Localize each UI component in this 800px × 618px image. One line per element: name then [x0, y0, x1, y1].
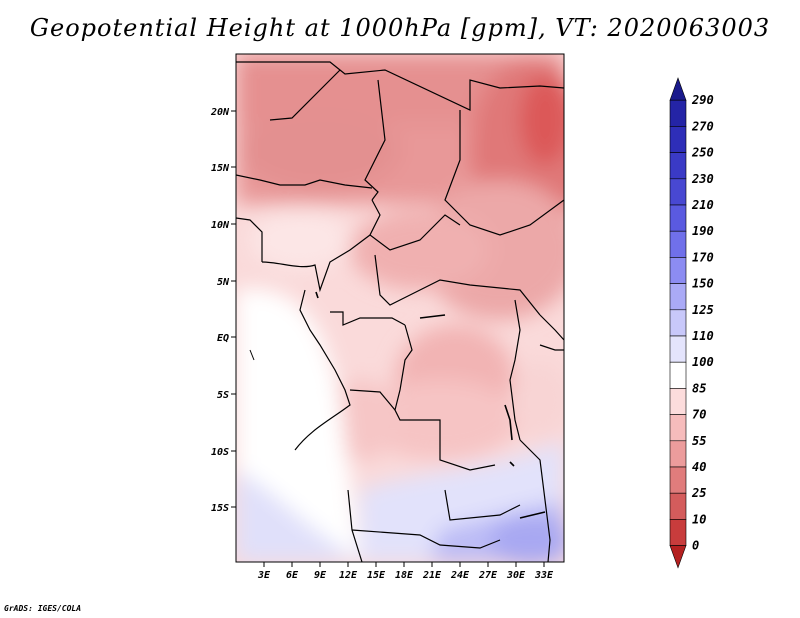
colorbar-box: [669, 204, 687, 232]
lon-label: 6E: [286, 570, 299, 581]
lat-label: 5N: [217, 277, 230, 288]
lat-label: 15S: [211, 503, 229, 514]
lon-label: 30E: [506, 570, 526, 581]
colorbar-top-arrow: [669, 77, 687, 101]
colorbar-box: [669, 152, 687, 180]
lat-label: 5S: [217, 390, 229, 401]
colorbar-label: 10: [692, 512, 706, 526]
lat-label: EQ: [217, 333, 229, 344]
colorbar-box: [669, 466, 687, 494]
colorbar-label: 250: [691, 146, 714, 160]
lon-label: 18E: [395, 570, 414, 581]
colorbar-box: [669, 519, 687, 546]
lon-label: 3E: [257, 570, 271, 581]
lon-axis: 3E 6E 9E 12E 15E 18E 21E 24E 27E 30E 33E: [257, 562, 554, 581]
colorbar-label: 150: [692, 277, 714, 291]
colorbar-label: 100: [692, 355, 714, 369]
colorbar-label: 190: [692, 224, 714, 238]
colorbar-bottom-arrow: [669, 545, 687, 569]
country-borders: [236, 61, 564, 562]
shaded-field: [236, 54, 564, 562]
colorbar-label: 55: [692, 434, 706, 448]
colorbar-box: [669, 335, 687, 363]
colorbar-label: 40: [692, 460, 706, 474]
colorbar-label: 270: [691, 119, 714, 133]
colorbar-label: 0: [692, 539, 699, 553]
colorbar-box: [669, 178, 687, 206]
lon-label: 9E: [314, 570, 327, 581]
colorbar-label: 210: [691, 198, 714, 212]
lat-axis: 20N 15N 10N 5N EQ 5S 10S 15S: [210, 107, 236, 514]
colorbar-box: [669, 492, 687, 520]
colorbar-label: 290: [691, 93, 714, 107]
lon-label: 33E: [534, 570, 554, 581]
colorbar-label: 110: [692, 329, 714, 343]
lat-label: 20N: [210, 107, 230, 118]
colorbar-label: 70: [692, 408, 706, 422]
lon-label: 24E: [450, 570, 470, 581]
lon-label: 12E: [339, 570, 358, 581]
colorbar-box: [669, 440, 687, 468]
map-frame: [235, 53, 565, 563]
lat-label: 10S: [211, 447, 229, 458]
colorbar-box: [669, 283, 687, 311]
colorbar-box: [669, 361, 687, 389]
lon-label: 27E: [478, 570, 498, 581]
colorbar-label: 230: [691, 172, 714, 186]
lat-label: 15N: [211, 163, 230, 174]
lat-label: 10N: [211, 220, 230, 231]
colorbar-box: [669, 414, 687, 442]
colorbar-box: [669, 99, 687, 127]
colorbar-box: [669, 230, 687, 258]
colorbar-label: 125: [692, 303, 714, 317]
lon-label: 21E: [422, 570, 442, 581]
colorbar-box: [669, 257, 687, 284]
colorbar-box: [669, 126, 687, 153]
colorbar-box: [669, 309, 687, 337]
colorbar-label: 85: [692, 381, 706, 395]
chart-title: Geopotential Height at 1000hPa [gpm], VT…: [29, 14, 771, 42]
lon-label: 15E: [367, 570, 386, 581]
colorbar-label: 25: [691, 486, 706, 500]
colorbar-label: 170: [692, 250, 714, 264]
colorbar-box: [669, 388, 687, 415]
grads-credit: GrADS: IGES/COLA: [4, 604, 82, 613]
colorbar: 2902702502302101901701501251101008570554…: [669, 77, 714, 569]
